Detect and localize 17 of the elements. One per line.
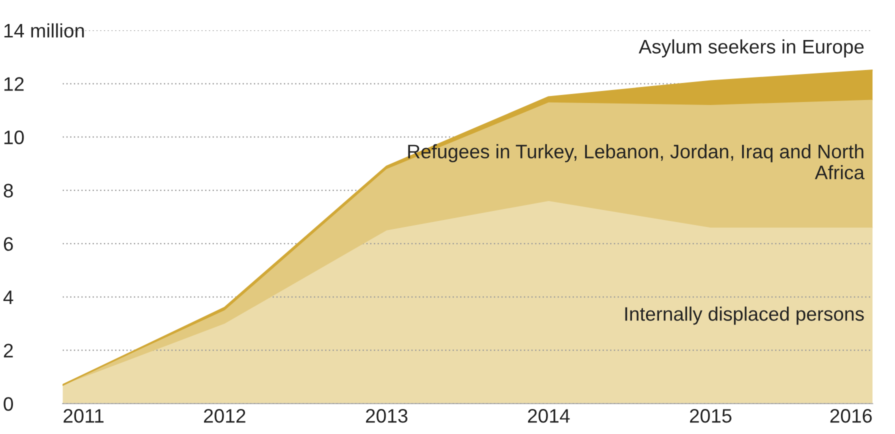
x-tick-label: 2012 — [204, 408, 246, 423]
x-tick-label: 2015 — [690, 408, 732, 423]
y-tick-label: 4 — [3, 290, 14, 304]
y-tick-label: 8 — [4, 184, 13, 198]
x-tick-label: 2014 — [528, 408, 570, 423]
x-tick-label: 2013 — [366, 408, 408, 423]
y-tick-label: 2 — [4, 344, 13, 358]
y-tick-label: 10 — [4, 130, 24, 144]
y-tick-label: 6 — [4, 237, 13, 251]
y-tick-label: 0 — [4, 397, 13, 411]
x-tick-label: 2011 — [64, 408, 104, 423]
y-tick-label: 12 — [4, 77, 24, 91]
series-label: Internally displaced persons — [625, 306, 864, 325]
y-tick-label: 14 million — [4, 23, 84, 38]
series-label: Asylum seekers in Europe — [638, 39, 864, 58]
series-label: Refugees in Turkey, Lebanon, Jordan, Iraq and North Africa — [408, 144, 865, 180]
x-tick-label: 2016 — [830, 408, 872, 423]
